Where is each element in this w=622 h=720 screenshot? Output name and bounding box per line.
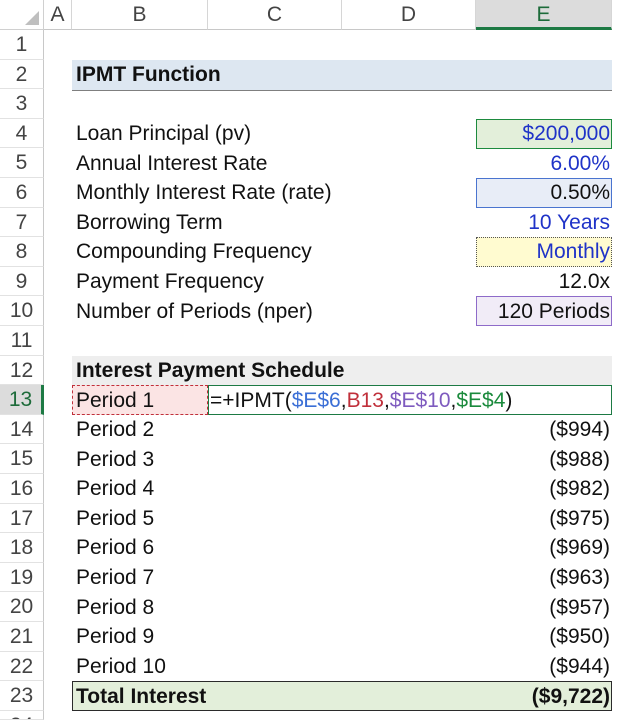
formula-sep: ,	[450, 388, 457, 412]
monthly-rate-cell[interactable]	[476, 178, 612, 208]
column-header-a[interactable]: A	[44, 0, 72, 30]
schedule-row-label: Period 3	[76, 447, 155, 471]
formula-ref-nper: $E$10	[389, 388, 451, 412]
schedule-row-value[interactable]: ($957)	[549, 595, 610, 619]
schedule-row-label: Period 5	[76, 506, 155, 530]
formula-suffix: )	[505, 388, 513, 412]
row-header-18[interactable]: 18	[0, 533, 44, 563]
schedule-row-value[interactable]: ($944)	[549, 654, 610, 678]
select-all-triangle-icon	[25, 11, 39, 25]
schedule-row-label: Period 9	[76, 625, 155, 649]
row-header-12[interactable]: 12	[0, 355, 44, 386]
input-label-borrowing-term: Borrowing Term	[76, 210, 223, 234]
active-formula-cell[interactable]	[208, 385, 612, 416]
schedule-row-value[interactable]: ($963)	[549, 566, 610, 589]
row-header-9[interactable]: 9	[0, 266, 44, 297]
formula-ref-pv: $E$4	[456, 388, 506, 412]
schedule-title: Interest Payment Schedule	[76, 359, 345, 382]
column-header-b[interactable]: B	[72, 0, 208, 30]
schedule-row-value[interactable]: ($988)	[549, 447, 610, 471]
row-header-22[interactable]: 22	[0, 651, 44, 682]
row-header-1[interactable]: 1	[0, 30, 44, 60]
row-header-10[interactable]: 10	[0, 296, 44, 326]
input-label-loan-principal: Loan Principal (pv)	[76, 122, 252, 145]
row-header-3[interactable]: 3	[0, 89, 44, 119]
row-header-13[interactable]: 13	[0, 385, 44, 415]
formula-ref-rate: $E$6	[291, 388, 341, 412]
input-label-monthly-rate: Monthly Interest Rate (rate)	[76, 181, 332, 205]
row-header-15[interactable]: 15	[0, 444, 44, 474]
schedule-row-value[interactable]: ($975)	[549, 506, 610, 530]
schedule-row-label: Period 7	[76, 566, 155, 589]
payment-frequency-value[interactable]: 12.0x	[558, 270, 610, 293]
schedule-row-value[interactable]: ($969)	[549, 536, 610, 560]
row-header-6[interactable]: 6	[0, 178, 44, 208]
monthly-rate-value: 0.50%	[550, 181, 610, 205]
title-band	[72, 59, 612, 91]
input-label-compounding: Compounding Frequency	[76, 240, 312, 264]
row-header-5[interactable]: 5	[0, 148, 44, 178]
input-label-nper: Number of Periods (nper)	[76, 299, 313, 323]
column-header-c[interactable]: C	[208, 0, 342, 30]
nper-cell[interactable]	[476, 296, 612, 327]
row-header-19[interactable]: 19	[0, 562, 44, 593]
row-header-20[interactable]: 20	[0, 592, 44, 622]
formula-prefix: =+IPMT(	[210, 388, 292, 412]
row-header-17[interactable]: 17	[0, 503, 44, 534]
loan-principal-value: $200,000	[522, 122, 610, 145]
compounding-cell[interactable]	[476, 237, 612, 268]
schedule-row-label: Period 2	[76, 418, 155, 441]
borrowing-term-value[interactable]: 10 Years	[528, 210, 610, 234]
schedule-row-label: Period 6	[76, 536, 155, 560]
input-label-payment-frequency: Payment Frequency	[76, 270, 264, 293]
schedule-row-label: Period 8	[76, 595, 155, 619]
total-interest-label: Total Interest	[76, 685, 207, 708]
compounding-value: Monthly	[536, 240, 610, 264]
period-1-cell[interactable]	[72, 385, 208, 416]
loan-principal-cell[interactable]	[476, 118, 612, 149]
nper-value: 120 Periods	[497, 299, 610, 323]
formula-sep: ,	[383, 388, 390, 412]
schedule-row-value[interactable]: ($982)	[549, 477, 610, 501]
row-header-11[interactable]: 11	[0, 326, 44, 356]
column-header-d[interactable]: D	[342, 0, 476, 30]
total-interest-value[interactable]: ($9,722)	[531, 685, 610, 708]
row-header-16[interactable]: 16	[0, 474, 44, 504]
row-header-2[interactable]: 2	[0, 59, 44, 90]
schedule-row-value[interactable]: ($950)	[549, 625, 610, 649]
row-header-4[interactable]: 4	[0, 118, 44, 149]
input-label-annual-rate: Annual Interest Rate	[76, 151, 268, 175]
total-band	[72, 681, 612, 712]
schedule-row-value[interactable]: ($994)	[549, 418, 610, 441]
row-header-23[interactable]: 23	[0, 681, 44, 711]
period-1-label: Period 1	[76, 388, 155, 412]
select-all-corner[interactable]	[0, 0, 44, 30]
schedule-row-label: Period 10	[76, 654, 166, 678]
row-header-21[interactable]: 21	[0, 622, 44, 652]
row-header-7[interactable]: 7	[0, 207, 44, 238]
row-header-8[interactable]: 8	[0, 237, 44, 267]
schedule-row-label: Period 4	[76, 477, 155, 501]
page-title: IPMT Function	[76, 63, 221, 86]
row-header-14[interactable]: 14	[0, 414, 44, 445]
column-header-e[interactable]: E	[476, 0, 612, 30]
formula-ref-per: B13	[346, 388, 384, 412]
formula-sep: ,	[340, 388, 347, 412]
row-header-24[interactable]: 24	[0, 710, 44, 720]
ipmt-formula[interactable]: =+IPMT($E$6,B13,$E$10,$E$4)	[210, 386, 512, 415]
annual-rate-value[interactable]: 6.00%	[550, 151, 610, 175]
